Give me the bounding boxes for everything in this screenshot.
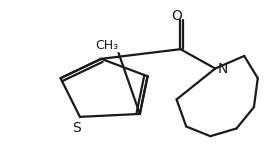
Text: CH₃: CH₃: [95, 39, 119, 52]
Text: S: S: [72, 121, 80, 135]
Text: N: N: [218, 61, 228, 75]
Text: O: O: [171, 9, 182, 23]
